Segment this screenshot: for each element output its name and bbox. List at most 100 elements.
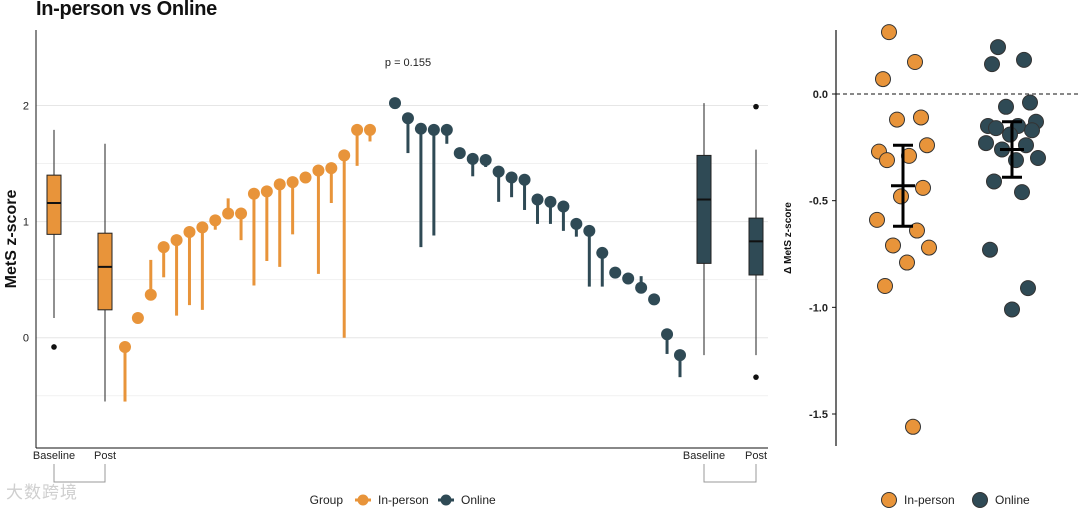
delta-point — [901, 147, 917, 164]
lollipop-point — [622, 272, 635, 285]
p-value-annotation: p = 0.155 — [385, 57, 431, 69]
box-label: Post — [745, 450, 767, 462]
box-label: Baseline — [33, 450, 75, 462]
delta-point — [978, 135, 994, 152]
lollipop-point — [273, 178, 286, 191]
legend-label: In-person — [378, 493, 429, 507]
lollipop-point — [661, 328, 674, 341]
lollipop-point — [583, 224, 596, 237]
lollipop-point — [492, 165, 505, 178]
delta-point — [915, 179, 931, 196]
box-iqr — [97, 232, 113, 311]
delta-point — [879, 152, 895, 169]
delta-point — [982, 241, 998, 258]
delta-point — [889, 111, 905, 128]
y-tick-label: 0 — [23, 333, 29, 345]
lollipop-point — [389, 97, 401, 110]
lollipop-point — [312, 164, 325, 177]
y-tick-label: 1 — [23, 217, 29, 229]
delta-point — [885, 237, 901, 254]
lollipop-point — [466, 152, 479, 165]
box-iqr — [748, 217, 764, 276]
lollipop-point — [518, 173, 531, 186]
delta-point — [877, 278, 893, 294]
delta-point — [1030, 150, 1046, 166]
delta-legend-label: Online — [995, 493, 1030, 507]
delta-legend-point — [972, 492, 988, 508]
lollipop-point — [119, 340, 131, 353]
y-axis-title: MetS z-score — [3, 190, 20, 289]
box-iqr — [696, 154, 712, 264]
lollipop-point — [505, 171, 518, 184]
delta-point — [1014, 184, 1030, 201]
delta-point — [1018, 137, 1034, 154]
lollipop-point — [196, 221, 209, 234]
box-outlier — [51, 344, 57, 350]
delta-point — [986, 173, 1002, 190]
lollipop-point — [570, 217, 583, 230]
delta-point — [881, 24, 897, 41]
delta-y-tick-label: 0.0 — [813, 89, 828, 101]
box-outlier — [753, 103, 759, 110]
lollipop-point — [131, 311, 144, 324]
lollipop-point — [531, 193, 544, 206]
lollipop-point — [596, 246, 609, 259]
lollipop-point — [299, 171, 312, 184]
delta-point — [909, 222, 925, 239]
box-bracket — [703, 464, 757, 483]
delta-point — [1010, 118, 1026, 134]
box-label: Baseline — [683, 450, 725, 462]
delta-point — [871, 143, 887, 160]
delta-y-tick-label: -1.5 — [809, 409, 828, 421]
delta-point — [1004, 301, 1020, 318]
lollipop-point — [325, 162, 338, 175]
lollipop-point — [260, 185, 273, 198]
legend-point — [440, 494, 452, 506]
legend-title: Group — [310, 493, 344, 507]
delta-y-tick-label: -1.0 — [809, 302, 828, 314]
delta-point — [893, 188, 909, 205]
lollipop-point — [351, 123, 364, 136]
delta-legend-label: In-person — [904, 493, 955, 507]
lollipop-point — [635, 281, 648, 294]
delta-point — [988, 120, 1004, 137]
delta-point — [994, 141, 1010, 158]
box-bracket — [53, 464, 106, 483]
y-tick-label: 2 — [23, 100, 29, 112]
legend-label: Online — [461, 493, 496, 507]
lollipop-point — [401, 112, 414, 125]
delta-point — [990, 39, 1006, 56]
delta-y-axis-title: Δ MetS z-score — [783, 202, 794, 274]
delta-point — [1024, 122, 1040, 139]
delta-point — [1020, 280, 1036, 297]
delta-point — [913, 109, 929, 126]
delta-point — [984, 56, 1000, 73]
delta-point — [998, 98, 1014, 115]
delta-point — [1028, 113, 1044, 130]
lollipop-point — [286, 176, 299, 189]
lollipop-point — [144, 288, 157, 301]
delta-point — [980, 118, 996, 134]
delta-point — [869, 211, 885, 228]
lollipop-point — [170, 234, 183, 247]
delta-point — [1016, 51, 1032, 68]
delta-point — [875, 71, 891, 88]
lollipop-point — [247, 187, 260, 200]
delta-point — [899, 254, 915, 271]
box-label: Post — [94, 450, 116, 462]
lollipop-point — [609, 266, 622, 279]
delta-y-tick-label: -0.5 — [809, 196, 828, 208]
delta-point — [921, 239, 937, 256]
lollipop-point — [453, 147, 466, 160]
lollipop-point — [427, 123, 440, 136]
box-iqr — [46, 174, 62, 235]
lollipop-point — [440, 123, 453, 136]
delta-point — [1022, 94, 1038, 111]
delta-point — [907, 54, 923, 70]
box-outlier — [753, 374, 759, 380]
delta-point — [1002, 126, 1018, 143]
lollipop-point — [674, 349, 686, 362]
lollipop-point — [157, 241, 170, 254]
lollipop-point — [648, 293, 661, 306]
lollipop-point — [222, 207, 235, 220]
